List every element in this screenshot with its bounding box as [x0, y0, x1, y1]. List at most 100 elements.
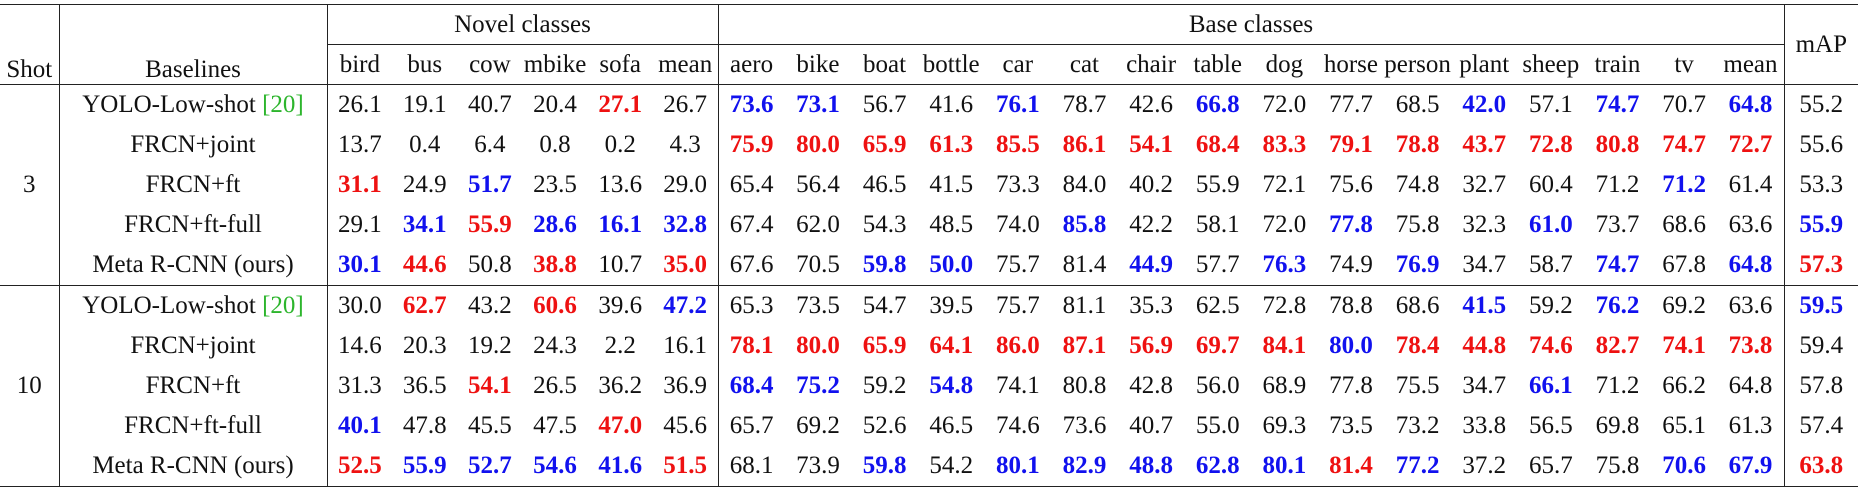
- value: 42.6: [1129, 91, 1173, 118]
- value-cell: 52.6: [851, 406, 918, 446]
- highlight-value: 55.9: [402, 452, 447, 479]
- value-cell: 41.5: [918, 165, 985, 205]
- value-cell: 76.3: [1251, 245, 1318, 286]
- highlight-value: 62.8: [1195, 452, 1240, 479]
- value: 26.7: [663, 91, 708, 118]
- value-cell: 30.1: [327, 245, 393, 286]
- value-cell: 68.1: [718, 446, 785, 487]
- value: 74.0: [995, 211, 1040, 238]
- value-cell: 67.6: [718, 245, 785, 286]
- value: 0.8: [539, 131, 571, 158]
- value-cell: 16.1: [652, 326, 719, 366]
- class-header: bus: [392, 44, 458, 85]
- value-cell: 72.0: [1251, 205, 1318, 245]
- value: 20.4: [533, 91, 577, 118]
- value: 46.5: [862, 171, 907, 198]
- highlight-value: 80.8: [1595, 131, 1640, 158]
- value-cell: 66.1: [1518, 366, 1585, 406]
- value-cell: 82.7: [1584, 326, 1651, 366]
- highlight-value: 64.8: [1728, 251, 1773, 278]
- value: 19.1: [402, 91, 447, 118]
- value-cell: 65.9: [851, 326, 918, 366]
- value: 59.2: [862, 372, 907, 399]
- highlight-value: 61.3: [929, 131, 974, 158]
- highlight-value: 72.7: [1728, 131, 1773, 158]
- highlight-value: 27.1: [598, 91, 643, 118]
- value-cell: 54.1: [457, 366, 522, 406]
- value: 65.4: [729, 171, 774, 198]
- value-cell: 74.9: [1317, 245, 1385, 286]
- class-header: dog: [1251, 44, 1318, 85]
- value-cell: 58.1: [1184, 205, 1251, 245]
- value-cell: 53.3: [1784, 165, 1858, 205]
- highlight-value: 77.2: [1395, 452, 1440, 479]
- baseline-label: FRCN+joint: [130, 332, 256, 359]
- value-cell: 34.1: [392, 205, 457, 245]
- highlight-value: 41.5: [1462, 292, 1507, 319]
- highlight-value: 80.0: [796, 131, 840, 158]
- class-header: plant: [1450, 44, 1518, 85]
- highlight-value: 64.1: [929, 332, 974, 359]
- value: 56.5: [1528, 412, 1573, 439]
- value: 54.7: [862, 292, 907, 319]
- value-cell: 78.1: [718, 326, 785, 366]
- data-row: 3 YOLO-Low-shot [20] 26.1 19.1 40.7 20.4 27.1 2…: [0, 84, 1858, 286]
- value: 57.1: [1528, 91, 1573, 118]
- value-cell: 72.7: [1717, 125, 1785, 165]
- highlight-value: 80.0: [796, 332, 840, 359]
- value-cell: 69.3: [1251, 406, 1318, 446]
- highlight-value: 30.1: [337, 251, 382, 278]
- value-cell: 75.9: [718, 125, 785, 165]
- value-cell: 28.6: [522, 205, 587, 245]
- value: 36.2: [598, 372, 643, 399]
- value: 69.8: [1595, 412, 1640, 439]
- shot-cell: 3: [0, 84, 60, 286]
- group-header: Base classes: [718, 4, 1785, 45]
- value-cell: 74.7: [1651, 125, 1718, 165]
- value-cell: 68.6: [1651, 205, 1718, 245]
- value-cell: 65.9: [851, 125, 918, 165]
- value: 20.3: [402, 332, 447, 359]
- value-cell: 56.0: [1184, 366, 1251, 406]
- value: 75.7: [995, 251, 1040, 278]
- value-cell: 86.0: [985, 326, 1052, 366]
- highlight-value: 62.7: [402, 292, 447, 319]
- class-header: mbike: [522, 44, 588, 85]
- value: 36.9: [663, 372, 708, 399]
- value-cell: 40.1: [327, 406, 392, 446]
- highlight-value: 79.1: [1329, 131, 1373, 158]
- value-cell: 55.6: [1784, 125, 1858, 165]
- value: 40.7: [1129, 412, 1173, 439]
- value-cell: 31.1: [327, 165, 392, 205]
- baseline-label: FRCN+ft-full: [124, 211, 262, 238]
- value-cell: 72.0: [1251, 85, 1318, 126]
- baseline-label: YOLO-Low-shot: [82, 91, 263, 118]
- value-cell: 68.9: [1251, 366, 1318, 406]
- class-header: bird: [327, 44, 393, 85]
- baseline-label: FRCN+ft: [145, 171, 241, 198]
- value: 13.6: [598, 171, 643, 198]
- value: 60.4: [1528, 171, 1573, 198]
- highlight-value: 84.1: [1262, 332, 1307, 359]
- value: 54.2: [929, 452, 974, 479]
- value: 71.2: [1595, 372, 1640, 399]
- value-cell: 80.8: [1051, 366, 1118, 406]
- value-cell: 68.4: [1184, 125, 1251, 165]
- value-cell: 50.8: [457, 245, 523, 286]
- highlight-value: 56.9: [1129, 332, 1173, 359]
- value-cell: 62.7: [392, 286, 457, 327]
- data-row: Meta R-CNN (ours) 52.5 55.9 52.7 54.6 41.6 51.…: [0, 446, 1858, 487]
- value: 71.2: [1595, 171, 1640, 198]
- highlight-value: 71.2: [1662, 171, 1706, 198]
- value-cell: 23.5: [522, 165, 587, 205]
- value-cell: 56.7: [851, 85, 918, 126]
- value: 77.8: [1329, 372, 1373, 399]
- value: 35.3: [1129, 292, 1173, 319]
- value: 47.8: [402, 412, 447, 439]
- value-cell: 64.8: [1717, 245, 1785, 286]
- value: 69.2: [796, 412, 840, 439]
- value-cell: 32.8: [652, 205, 719, 245]
- highlight-value: 78.4: [1395, 332, 1440, 359]
- class-header: cow: [457, 44, 523, 85]
- class-header: tv: [1650, 44, 1718, 85]
